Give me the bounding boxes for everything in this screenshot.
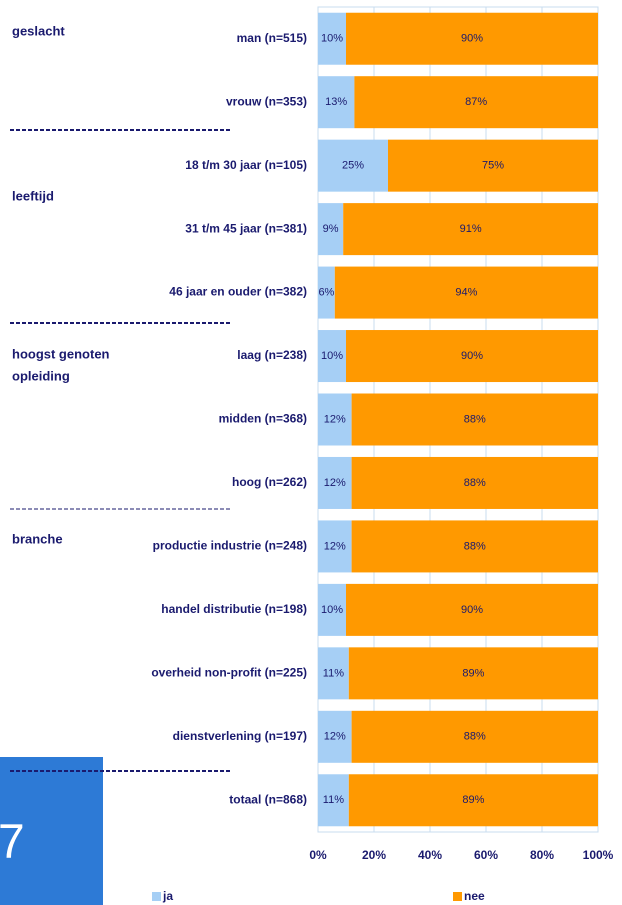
bar-segment [318,710,352,763]
bar-segment [318,647,349,700]
data-label: 89% [462,667,484,679]
y-tick-label: 18 t/m 30 jaar (n=105) [185,158,307,172]
data-label: 90% [461,33,483,45]
bar-segment [318,520,352,573]
data-label: 88% [464,731,486,743]
bar-segment [318,456,352,509]
x-tick-label: 60% [474,848,498,862]
x-tick-label: 20% [362,848,386,862]
bar-segment [318,203,344,256]
data-label: 88% [464,413,486,425]
data-label: 88% [464,477,486,489]
data-label: 90% [461,604,483,616]
bar-segment [348,647,598,700]
group-label: geslacht [12,23,65,38]
y-tick-label: 31 t/m 45 jaar (n=381) [185,221,307,235]
bar-segment [351,520,598,573]
data-label: 12% [324,477,346,489]
data-label: 88% [464,540,486,552]
data-label: 12% [324,540,346,552]
group-label: hoogst genoten [12,346,110,361]
bar-segment [348,774,598,827]
group-label: branche [12,531,63,546]
data-label: 94% [455,286,477,298]
data-label: 90% [461,350,483,362]
y-tick-label: handel distributie (n=198) [161,602,307,616]
bar-segment [334,266,598,319]
y-tick-label: productie industrie (n=248) [153,539,307,553]
y-tick-label: laag (n=238) [237,348,307,362]
bar-segment [351,393,598,446]
y-tick-label: overheid non-profit (n=225) [151,666,307,680]
data-label: 13% [325,96,347,108]
x-tick-label: 100% [583,848,614,862]
legend-swatch [152,892,161,901]
bar-segment [346,330,598,383]
data-label: 10% [321,350,343,362]
bar-segment [318,12,346,65]
group-label: opleiding [12,368,70,383]
data-label: 10% [321,33,343,45]
data-label: 9% [323,223,339,235]
data-label: 75% [482,160,504,172]
bar-segment [343,203,598,256]
bar-segment [351,710,598,763]
y-tick-label: dienstverlening (n=197) [173,729,307,743]
group-label: leeftijd [12,188,54,203]
data-label: 25% [342,160,364,172]
x-tick-label: 80% [530,848,554,862]
data-label: 87% [465,96,487,108]
data-label: 12% [324,731,346,743]
y-tick-label: 46 jaar en ouder (n=382) [169,285,307,299]
bar-segment [388,139,598,192]
bar-segment [351,456,598,509]
data-label: 6% [318,286,334,298]
y-tick-label: man (n=515) [237,31,307,45]
legend-swatch [453,892,462,901]
data-label: 12% [324,413,346,425]
bar-segment [346,12,598,65]
data-label: 91% [460,223,482,235]
y-tick-label: midden (n=368) [219,412,307,426]
data-label: 10% [321,604,343,616]
bar-segment [318,76,355,129]
y-tick-label: vrouw (n=353) [226,94,307,108]
data-label: 11% [323,667,344,679]
data-label: 11% [323,794,344,806]
page-number: 7 [0,816,25,869]
bar-segment [318,393,352,446]
x-tick-label: 40% [418,848,442,862]
y-tick-label: hoog (n=262) [232,475,307,489]
bar-segment [318,774,349,827]
page-number-box [0,757,103,905]
bar-segment [318,583,346,636]
bar-segment [354,76,598,129]
legend-label: ja [162,889,173,903]
bar-segment [346,583,598,636]
y-tick-label: totaal (n=868) [229,792,307,806]
data-label: 89% [462,794,484,806]
bar-segment [318,330,346,383]
x-tick-label: 0% [309,848,327,862]
legend-label: nee [464,889,485,903]
separators [10,129,230,772]
bar-segment [318,139,388,192]
bar-segment [318,266,335,319]
